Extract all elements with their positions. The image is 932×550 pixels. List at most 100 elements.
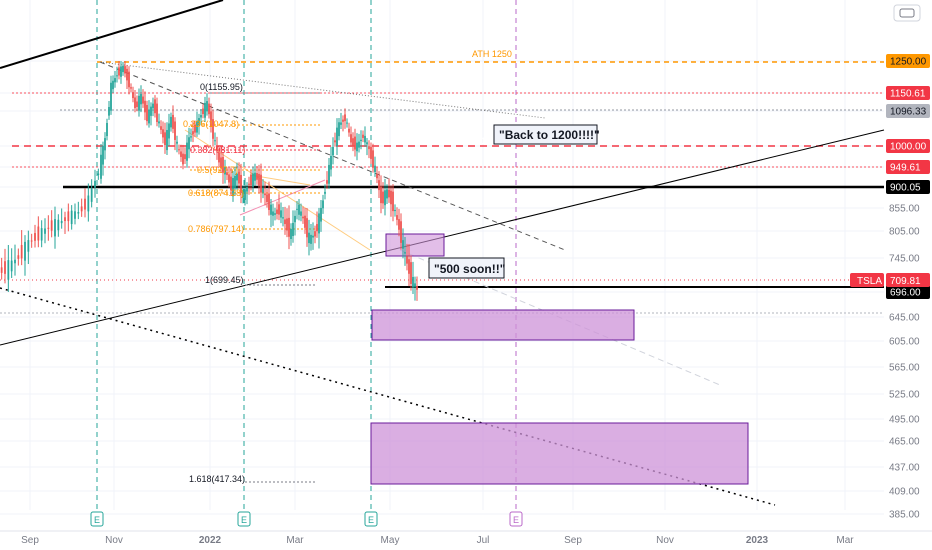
fib-helper-line-2 (239, 179, 326, 216)
y-tick-label: 805.00 (889, 227, 920, 238)
candle-body (47, 227, 50, 229)
last-price-tag (886, 273, 930, 287)
candle-body (10, 260, 13, 272)
candle-body (314, 231, 316, 237)
zones (370, 233, 749, 485)
candle-body (186, 142, 188, 161)
candle-body (362, 134, 364, 138)
candle-body (57, 219, 60, 231)
candle-body (304, 215, 306, 228)
candle-body (130, 87, 132, 89)
toolbar-button[interactable] (893, 4, 921, 22)
candle-body (336, 127, 338, 146)
label-1010: 1010 (481, 136, 501, 146)
candle-body (216, 146, 218, 151)
candle-body (388, 189, 390, 198)
y-tick-label: 495.00 (889, 415, 920, 426)
candle-body (330, 155, 332, 170)
y-tick-label: 465.00 (889, 437, 920, 448)
earnings-markers[interactable]: E E E E (90, 511, 523, 527)
y-tick-label: 645.00 (889, 313, 920, 324)
x-tick-label: Sep (564, 535, 582, 546)
candle-body (234, 175, 236, 188)
candle-body (218, 152, 220, 163)
candle-body (70, 210, 73, 225)
candle-body (280, 210, 282, 218)
candle-body (94, 180, 96, 188)
candle-body (180, 151, 182, 157)
candle-body (196, 121, 198, 133)
price-tag (886, 180, 930, 194)
annotations[interactable]: ATH 1250 1096 1010 "Back to 1200!!!!" "5… (428, 49, 876, 279)
candle-body (268, 193, 270, 210)
candle-body (20, 244, 23, 259)
price-tag (886, 54, 930, 68)
candle-body (232, 177, 234, 197)
candle-body (106, 122, 108, 137)
candle-body (358, 141, 360, 148)
fib-label-786: 0.786(797.14) (188, 224, 244, 234)
ath-label: ATH 1250 (472, 49, 512, 59)
candle-body (50, 220, 53, 231)
candle-body (402, 240, 404, 249)
candle-body (164, 132, 166, 146)
earnings-marker-2 (237, 511, 251, 527)
note-1-box (493, 124, 598, 145)
candle-body (384, 190, 386, 206)
candle-body (206, 101, 208, 112)
candle-body (67, 211, 70, 222)
candle-body (238, 171, 240, 184)
last-price-text: 709.81 (890, 276, 921, 287)
price-tag-label: 696.00 (890, 288, 921, 299)
candle-body (244, 189, 246, 200)
trendline-dotted-top (99, 61, 546, 119)
candle-body (246, 187, 248, 192)
x-tick-label: 2023 (746, 535, 769, 546)
candle-body (308, 232, 310, 244)
candle-body (90, 188, 93, 202)
candle-body (282, 217, 284, 219)
candle-body (14, 259, 16, 264)
candle-body (252, 173, 254, 187)
candle-body (302, 216, 304, 219)
candle-body (258, 173, 260, 186)
zone-small (385, 233, 445, 257)
candle-body (194, 124, 196, 133)
candle-body (344, 114, 346, 122)
label-1096: 1096 (856, 100, 876, 110)
candle-body (208, 103, 210, 115)
candle-body (176, 141, 178, 144)
candle-body (264, 193, 266, 196)
candle-body (378, 180, 380, 191)
candle-body (142, 96, 144, 104)
candle-body (270, 204, 272, 215)
candle-body (386, 189, 388, 199)
candle-body (374, 165, 376, 172)
candle-body (248, 183, 250, 185)
candle-body (132, 92, 134, 99)
candle-body (310, 234, 312, 244)
candle-body (364, 135, 366, 143)
y-tick-label: 525.00 (889, 390, 920, 401)
candle-body (360, 139, 362, 142)
candle-body (320, 207, 322, 222)
candle-body (204, 102, 206, 118)
candle-body (276, 209, 278, 214)
candle-body (40, 228, 43, 241)
fib-label-1: 1(699.45) (205, 275, 244, 285)
candle-body (290, 228, 292, 240)
candle-body (226, 172, 228, 176)
price-axis[interactable] (884, 0, 932, 510)
price-tags: 1250.00 1150.61 1096.33 1000.00 949.61 900.05… (886, 54, 930, 299)
fib-label-0: 0(1155.95) (200, 82, 243, 92)
candle-body (102, 145, 104, 165)
candle-body (266, 194, 268, 203)
y-tick-label: 745.00 (889, 254, 920, 265)
price-tag-label: 1250.00 (890, 57, 927, 68)
x-axis[interactable]: Sep Nov 2022 Mar May Jul Sep Nov 2023 Mar (0, 530, 932, 546)
x-tick-label: Mar (286, 535, 304, 546)
price-tag-label: 1000.00 (890, 142, 927, 153)
candle-body (256, 173, 258, 180)
candle-body (398, 219, 400, 230)
